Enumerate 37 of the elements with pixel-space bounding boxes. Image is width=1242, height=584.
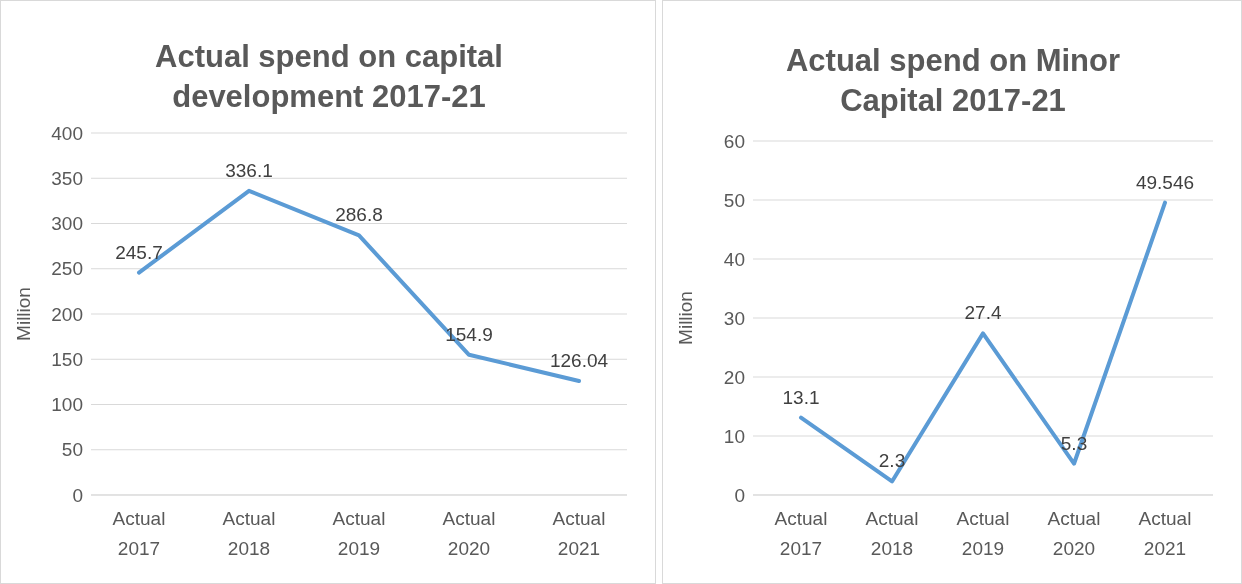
data-label: 126.04 [549,349,609,371]
x-tick-label: Actual 2020 [1047,508,1101,559]
y-tick-label: 350 [51,167,83,189]
y-tick-label: 250 [51,258,83,280]
chart-title: Actual spend on capital development 2017-21 [154,38,504,116]
y-tick-label: 300 [51,213,83,235]
chart-title: Actual spend on Minor Capital 2017-21 [784,42,1122,120]
y-tick-label: 100 [51,394,83,416]
y-tick-label: 30 [723,307,745,329]
data-label: 13.1 [782,386,820,408]
data-label: 286.8 [335,204,383,226]
y-tick-label: 40 [723,248,745,270]
x-tick-label: Actual 2018 [222,508,276,559]
data-label: 49.546 [1135,171,1195,193]
y-axis-title: Million [674,291,696,345]
x-tick-label: Actual 2021 [1138,508,1192,559]
y-tick-label: 20 [723,366,745,388]
y-tick-label: 50 [61,439,83,461]
y-tick-label: 200 [51,303,83,325]
x-tick-label: Actual 2018 [865,508,919,559]
x-tick-label: Actual 2019 [332,508,386,559]
y-tick-label: 60 [723,130,745,152]
x-tick-label: Actual 2019 [956,508,1010,559]
data-label: 336.1 [225,159,273,181]
y-tick-label: 0 [72,484,83,506]
x-tick-label: Actual 2021 [552,508,606,559]
x-tick-label: Actual 2017 [774,508,828,559]
y-tick-label: 150 [51,348,83,370]
x-tick-label: Actual 2020 [442,508,496,559]
y-tick-label: 10 [723,425,745,447]
y-tick-label: 400 [51,122,83,144]
data-label: 245.7 [115,241,163,263]
data-label: 27.4 [964,302,1002,324]
y-tick-label: 50 [723,189,745,211]
x-tick-label: Actual 2017 [112,508,166,559]
y-tick-label: 0 [734,484,745,506]
y-axis-title: Million [12,287,34,341]
